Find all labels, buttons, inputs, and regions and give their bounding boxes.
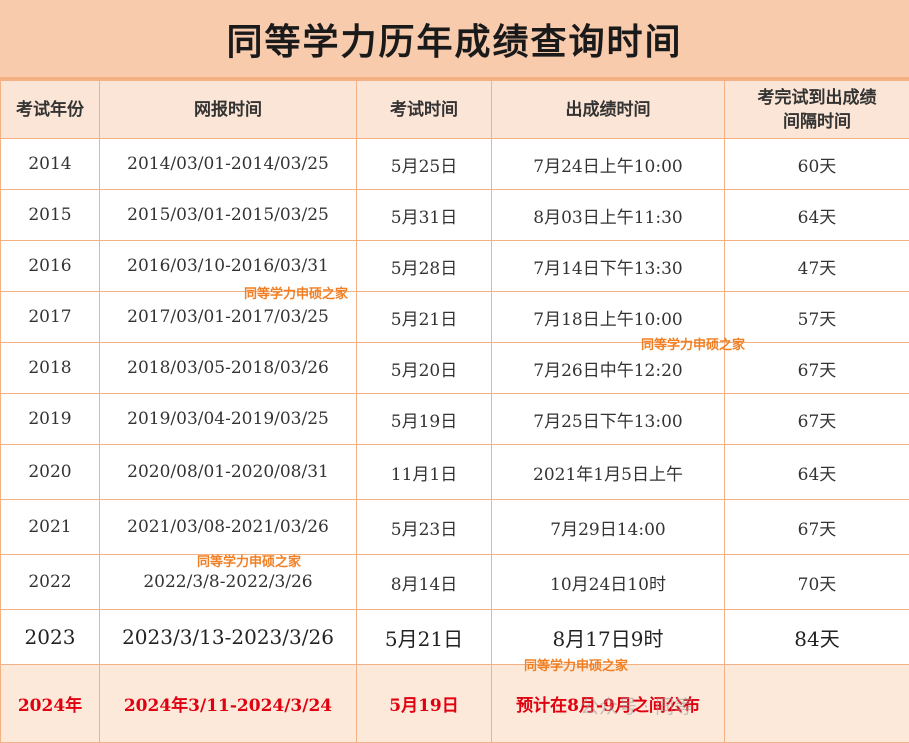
cell-result-date: 7月14日下午13:30 <box>492 241 725 292</box>
header-interval: 考完试到出成绩 间隔时间 <box>725 81 909 139</box>
watermark-text: 同等学力申硕之家 <box>524 655 628 674</box>
cell-exam-date: 5月28日 <box>357 241 492 292</box>
cell-registration: 2021/03/08-2021/03/26 <box>100 500 357 555</box>
cell-result-date: 7月29日14:00 <box>492 500 725 555</box>
cell-exam-date: 5月19日 <box>357 665 492 743</box>
cell-interval: 47天 <box>725 241 909 292</box>
cell-exam-date: 5月25日 <box>357 139 492 190</box>
cell-result-date: 2021年1月5日上午 <box>492 445 725 500</box>
header-row: 考试年份 网报时间 考试时间 出成绩时间 考完试到出成绩 间隔时间 <box>1 81 909 139</box>
cell-year: 2017 <box>1 292 100 343</box>
cell-registration: 2019/03/04-2019/03/25 <box>100 394 357 445</box>
cell-registration: 2015/03/01-2015/03/25 <box>100 190 357 241</box>
cell-year: 2023 <box>1 610 100 665</box>
cell-exam-date: 5月20日 <box>357 343 492 394</box>
cell-exam-date: 5月21日 <box>357 292 492 343</box>
cell-interval: 60天 <box>725 139 909 190</box>
cell-exam-date: 11月1日 <box>357 445 492 500</box>
header-result-date: 出成绩时间 <box>492 81 725 139</box>
cell-registration: 2018/03/05-2018/03/26 <box>100 343 357 394</box>
cell-interval: 64天 <box>725 445 909 500</box>
cell-year: 2020 <box>1 445 100 500</box>
cell-exam-date: 5月23日 <box>357 500 492 555</box>
watermark-text: 同等学力申硕之家 <box>197 551 301 570</box>
table-row-2024: 2024年 2024年3/11-2024/3/24 5月19日 预计在8月-9月… <box>1 665 909 743</box>
watermark-text: 同等学力申硕之家 <box>641 334 745 353</box>
header-interval-line1: 考完试到出成绩 <box>758 88 877 108</box>
cell-interval <box>725 665 909 743</box>
cell-interval: 84天 <box>725 610 909 665</box>
cell-interval: 64天 <box>725 190 909 241</box>
cell-year: 2022 <box>1 555 100 610</box>
cell-year: 2015 <box>1 190 100 241</box>
cell-registration: 2020/08/01-2020/08/31 <box>100 445 357 500</box>
brand-overlay-text: 公众号 · 同等 <box>580 692 693 719</box>
header-registration: 网报时间 <box>100 81 357 139</box>
cell-interval: 67天 <box>725 500 909 555</box>
cell-interval: 67天 <box>725 343 909 394</box>
cell-year: 2014 <box>1 139 100 190</box>
cell-registration: 2014/03/01-2014/03/25 <box>100 139 357 190</box>
cell-result-date: 7月25日下午13:00 <box>492 394 725 445</box>
cell-interval: 57天 <box>725 292 909 343</box>
header-year: 考试年份 <box>1 81 100 139</box>
cell-year: 2016 <box>1 241 100 292</box>
cell-exam-date: 5月31日 <box>357 190 492 241</box>
watermark-text: 同等学力申硕之家 <box>244 283 348 302</box>
cell-registration: 2024年3/11-2024/3/24 <box>100 665 357 743</box>
cell-result-date: 8月03日上午11:30 <box>492 190 725 241</box>
header-exam-date: 考试时间 <box>357 81 492 139</box>
cell-year: 2018 <box>1 343 100 394</box>
cell-year: 2024年 <box>1 665 100 743</box>
cell-interval: 67天 <box>725 394 909 445</box>
cell-exam-date: 5月21日 <box>357 610 492 665</box>
page-title: 同等学力历年成绩查询时间 <box>0 0 909 80</box>
header-interval-line2: 间隔时间 <box>783 112 851 132</box>
cell-year: 2019 <box>1 394 100 445</box>
cell-interval: 70天 <box>725 555 909 610</box>
cell-result-date: 10月24日10时 <box>492 555 725 610</box>
cell-registration: 2023/3/13-2023/3/26 <box>100 610 357 665</box>
cell-exam-date: 5月19日 <box>357 394 492 445</box>
cell-exam-date: 8月14日 <box>357 555 492 610</box>
cell-result-date: 7月24日上午10:00 <box>492 139 725 190</box>
cell-year: 2021 <box>1 500 100 555</box>
